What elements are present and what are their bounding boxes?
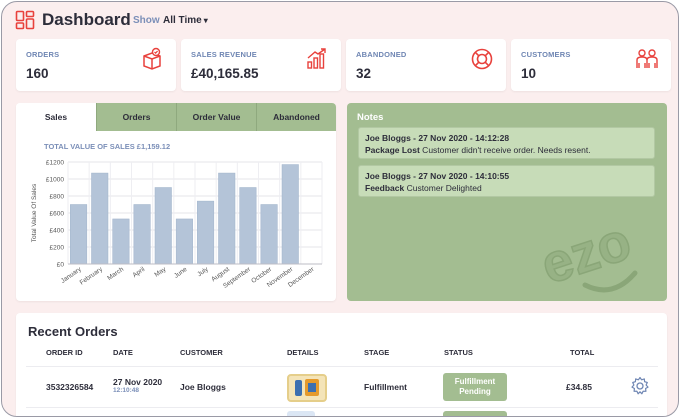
y-tick-label: £800 [50, 194, 65, 201]
y-tick-label: £400 [50, 228, 65, 235]
lifebuoy-icon [471, 48, 493, 70]
stat-card-orders: ORDERS 160 [16, 39, 176, 91]
chart-bar [197, 200, 215, 265]
note-tag: Feedback [365, 183, 405, 193]
x-tick-label: May [153, 265, 168, 278]
divider [26, 366, 658, 367]
recent-orders-panel: Recent Orders ORDER ID DATE CUSTOMER DET… [16, 313, 667, 416]
sales-bar-chart: £0£200£400£600£800£1000£1200JanuaryFebru… [31, 160, 323, 290]
note-body: Feedback Customer Delighted [365, 183, 482, 193]
page-title: Dashboard [42, 10, 131, 29]
status-badge: Fulfillment Pending [443, 373, 507, 401]
status-badge [443, 411, 507, 416]
x-tick-label: February [79, 265, 105, 286]
note-body: Package Lost Customer didn't receive ord… [365, 145, 591, 155]
order-details-thumbnail[interactable] [287, 411, 315, 416]
product-image-icon [295, 379, 319, 396]
chart-bar [260, 204, 278, 265]
y-tick-label: £0 [57, 262, 65, 269]
y-axis-label: Total Value Of Sales [31, 183, 38, 242]
note-tag: Package Lost [365, 145, 420, 155]
status-line-2: Pending [459, 387, 491, 396]
order-time: 12:10:48 [113, 387, 140, 394]
chart-bar [175, 218, 193, 265]
column-header-stage: STAGE [364, 348, 390, 357]
column-header-status: STATUS [444, 348, 473, 357]
time-range-dropdown[interactable]: All Time ▾ [163, 15, 208, 26]
x-tick-label: July [196, 265, 210, 278]
chart-bar [91, 172, 109, 265]
chart-bar [133, 204, 151, 265]
stat-card-sales-revenue: SALES REVENUE £40,165.85 [181, 39, 341, 91]
chart-bar [239, 187, 257, 265]
order-date: 27 Nov 2020 12:10:48 [113, 377, 162, 394]
customers-group-icon [636, 49, 658, 68]
chart-tabs: Sales Orders Order Value Abandoned [16, 103, 336, 132]
note-text: Customer Delighted [404, 183, 482, 193]
notes-panel: Notes Joe Bloggs - 27 Nov 2020 - 14:12:2… [347, 103, 667, 301]
stat-value: 10 [521, 66, 537, 81]
note-text: Customer didn't receive order. Needs res… [419, 145, 591, 155]
time-range-value: All Time [163, 15, 202, 26]
column-header-total: TOTAL [570, 348, 595, 357]
ezo-logo-watermark: ezo [533, 210, 639, 296]
y-tick-label: £200 [50, 245, 65, 252]
sales-chart-panel: Sales Orders Order Value Abandoned TOTAL… [16, 103, 336, 301]
order-customer[interactable]: Joe Bloggs [180, 382, 226, 392]
stat-card-customers: CUSTOMERS 10 [511, 39, 671, 91]
x-tick-label: April [132, 266, 147, 280]
chart-bar [70, 204, 88, 265]
divider [26, 407, 658, 408]
stat-value: 160 [26, 66, 49, 81]
chevron-down-icon: ▾ [203, 16, 208, 25]
column-header-order-id: ORDER ID [46, 348, 83, 357]
stat-value: 32 [356, 66, 372, 81]
recent-orders-title: Recent Orders [28, 324, 118, 339]
chart-title: TOTAL VALUE OF SALES £1,159.12 [44, 142, 171, 151]
dashboard-grid-icon [15, 10, 35, 30]
tab-abandoned[interactable]: Abandoned [256, 103, 336, 131]
stat-label: CUSTOMERS [521, 50, 571, 59]
order-id[interactable]: 3532326584 [46, 382, 94, 392]
tab-sales[interactable]: Sales [16, 103, 96, 132]
note-header: Joe Bloggs - 27 Nov 2020 - 14:12:28 [365, 133, 510, 143]
y-tick-label: £1000 [46, 177, 64, 184]
y-tick-label: £600 [50, 211, 65, 218]
stat-label: SALES REVENUE [191, 50, 257, 59]
order-date-day: 27 Nov 2020 [113, 377, 163, 387]
column-header-date: DATE [113, 348, 133, 357]
stat-value: £40,165.85 [191, 66, 259, 81]
chart-bar [112, 218, 130, 265]
stat-label: ORDERS [26, 50, 60, 59]
status-line-1: Fulfillment [454, 377, 496, 386]
tab-orders[interactable]: Orders [96, 103, 176, 131]
show-filter-label: Show [133, 15, 160, 26]
note-item[interactable]: Joe Bloggs - 27 Nov 2020 - 14:10:55 Feed… [358, 165, 655, 197]
notes-title: Notes [357, 112, 384, 123]
stat-label: ABANDONED [356, 50, 407, 59]
note-header: Joe Bloggs - 27 Nov 2020 - 14:10:55 [365, 171, 510, 181]
column-header-customer: CUSTOMER [180, 348, 223, 357]
chart-bar [281, 164, 299, 265]
y-tick-label: £1200 [46, 160, 64, 167]
gear-icon[interactable] [630, 376, 650, 396]
chart-bar [218, 172, 236, 265]
tab-order-value[interactable]: Order Value [176, 103, 256, 131]
order-details-thumbnail[interactable] [287, 374, 327, 402]
chart-bar [154, 187, 172, 265]
column-header-details: DETAILS [287, 348, 319, 357]
order-stage: Fulfillment [364, 382, 407, 392]
shopping-bag-check-icon [143, 47, 161, 70]
growth-bar-chart-icon [307, 48, 326, 69]
order-total: £34.85 [566, 382, 592, 392]
x-tick-label: June [173, 266, 189, 280]
x-tick-label: March [106, 266, 125, 282]
note-item[interactable]: Joe Bloggs - 27 Nov 2020 - 14:12:28 Pack… [358, 127, 655, 159]
stat-card-abandoned: ABANDONED 32 [346, 39, 506, 91]
